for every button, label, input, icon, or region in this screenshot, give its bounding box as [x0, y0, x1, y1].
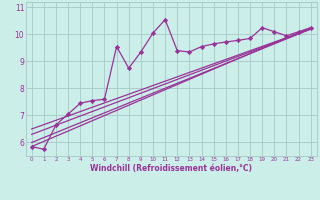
X-axis label: Windchill (Refroidissement éolien,°C): Windchill (Refroidissement éolien,°C) [90, 164, 252, 173]
